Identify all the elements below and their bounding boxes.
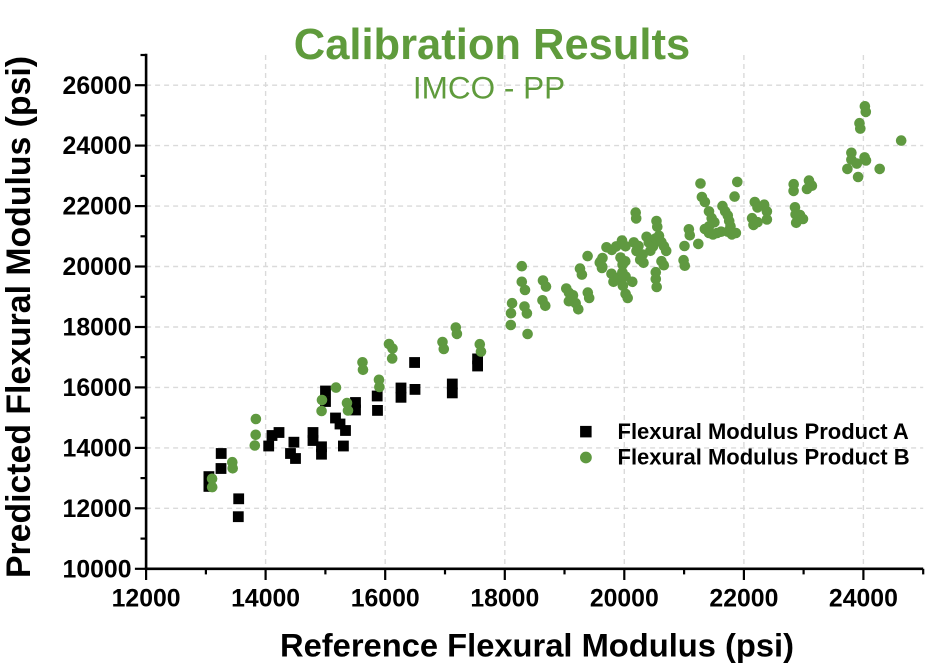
svg-text:Flexural Modulus Product A: Flexural Modulus Product A (618, 419, 909, 444)
svg-text:24000: 24000 (829, 586, 898, 613)
svg-text:14000: 14000 (231, 586, 300, 613)
svg-text:16000: 16000 (351, 586, 420, 613)
svg-text:Flexural Modulus Product B: Flexural Modulus Product B (618, 445, 910, 470)
svg-text:14000: 14000 (63, 436, 132, 463)
svg-text:24000: 24000 (63, 133, 132, 160)
svg-text:18000: 18000 (470, 586, 539, 613)
svg-text:IMCO - PP: IMCO - PP (413, 69, 565, 105)
svg-text:20000: 20000 (63, 254, 132, 281)
svg-text:22000: 22000 (709, 586, 778, 613)
svg-text:Calibration Results: Calibration Results (294, 21, 690, 69)
svg-text:12000: 12000 (112, 586, 181, 613)
svg-text:10000: 10000 (63, 556, 132, 583)
svg-text:26000: 26000 (63, 73, 132, 100)
svg-text:Reference Flexural Modulus (ps: Reference Flexural Modulus (psi) (280, 627, 794, 664)
svg-text:12000: 12000 (63, 496, 132, 523)
svg-text:Predicted Flexural Modulus (ps: Predicted Flexural Modulus (psi) (0, 56, 38, 578)
svg-text:16000: 16000 (63, 375, 132, 402)
svg-text:20000: 20000 (590, 586, 659, 613)
svg-text:18000: 18000 (63, 315, 132, 342)
svg-text:22000: 22000 (63, 194, 132, 221)
